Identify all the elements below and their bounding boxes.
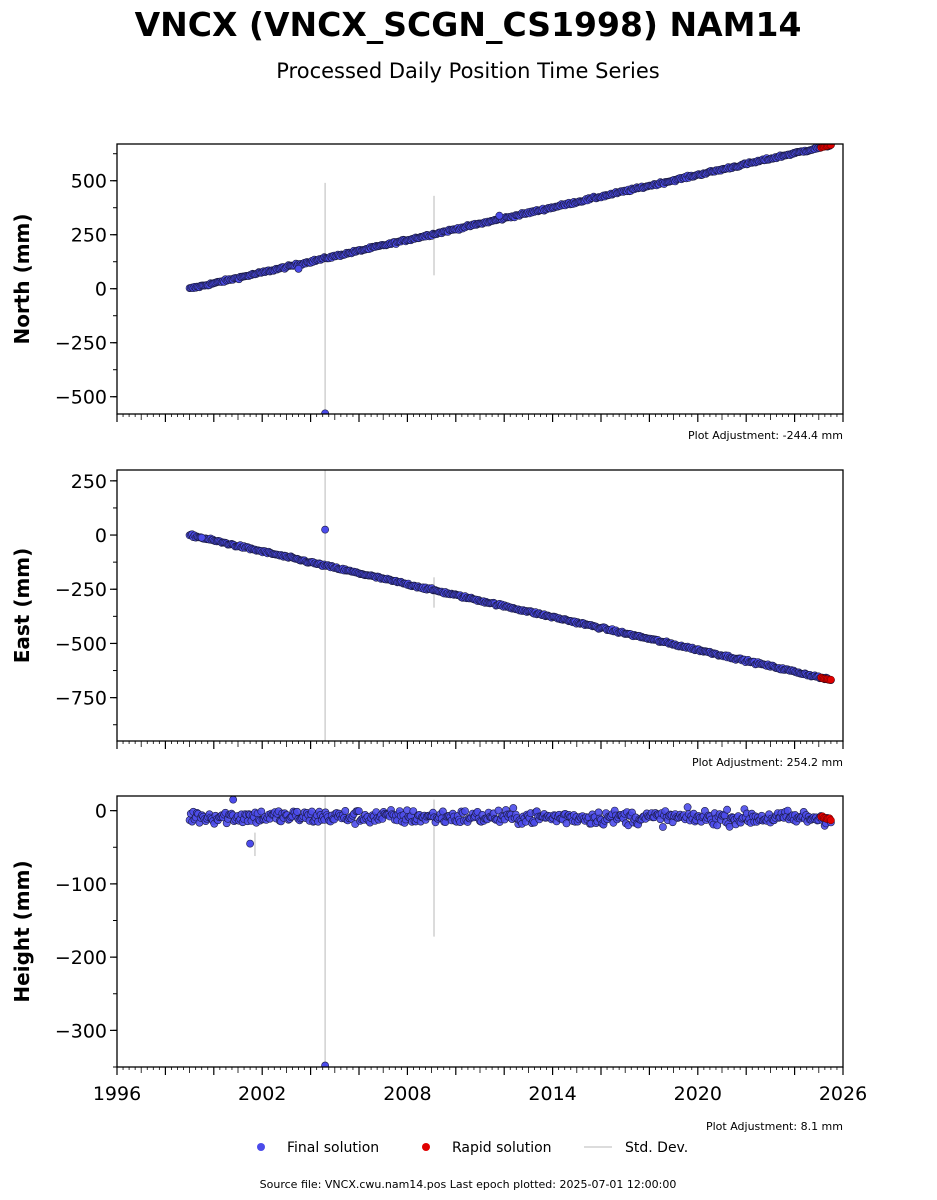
x-tick-label: 2020: [674, 1083, 722, 1105]
y-tick-label: 250: [71, 225, 107, 247]
x-tick-label: 2008: [383, 1083, 431, 1105]
rapid-point: [827, 816, 835, 825]
outlier-point: [294, 264, 303, 273]
final-point: [409, 807, 418, 815]
axes-frame: [116, 795, 844, 1068]
y-tick-label: 0: [95, 279, 107, 301]
final-point: [293, 807, 301, 816]
plot-area: [185, 144, 835, 414]
footer-source: Source file: VNCX.cwu.nam14.pos Last epo…: [260, 1178, 677, 1191]
outlier-point: [321, 525, 330, 534]
rapid-point: [827, 675, 835, 684]
y-tick-label: 250: [71, 471, 107, 493]
rapid-point: [827, 144, 835, 149]
panel-2: 250 0 −250 −500 −750 East (mm) Plot Adjustment…: [10, 469, 844, 769]
y-tick-label: −500: [55, 387, 107, 409]
legend-rapid-label: Rapid solution: [452, 1140, 552, 1156]
final-point: [257, 807, 266, 816]
outlier-point: [229, 796, 238, 804]
x-tick-label: 2014: [528, 1083, 576, 1105]
figure-subtitle: Processed Daily Position Time Series: [276, 59, 660, 83]
legend-rapid-marker: [422, 1143, 430, 1151]
final-point: [341, 807, 350, 815]
plot-area: [185, 796, 835, 1067]
outlier-point: [495, 211, 504, 220]
legend-final-label: Final solution: [287, 1140, 379, 1156]
final-point: [683, 803, 692, 812]
final-point: [723, 805, 731, 814]
y-tick-label: 0: [95, 525, 107, 547]
y-tick-label: −500: [55, 633, 107, 655]
y-axis-label: North (mm): [10, 213, 34, 344]
y-tick-label: −100: [55, 874, 107, 896]
final-point: [509, 804, 518, 812]
plot-adjustment: Plot Adjustment: -244.4 mm: [688, 429, 843, 442]
x-tick-label: 1996: [93, 1083, 141, 1105]
x-tick-label: 2026: [819, 1083, 867, 1105]
y-tick-label: −300: [55, 1020, 107, 1042]
y-tick-label: 0: [95, 801, 107, 823]
y-axis-label: East (mm): [10, 548, 34, 664]
final-point: [713, 821, 722, 830]
legend: Final solution Rapid solution Std. Dev.: [257, 1140, 688, 1156]
axes-frame: [116, 469, 844, 742]
plot-area: [185, 470, 835, 741]
y-tick-label: 500: [71, 171, 107, 193]
y-tick-label: −250: [55, 333, 107, 355]
outlier-point: [321, 1061, 330, 1067]
y-tick-label: −750: [55, 688, 107, 710]
outlier-point: [246, 839, 254, 848]
y-axis-label: Height (mm): [10, 860, 34, 1002]
legend-std-label: Std. Dev.: [625, 1140, 688, 1156]
panels: 500 250 0 −250 −500 North (mm) Plot Adjustment…: [10, 143, 867, 1133]
plot-adjustment: Plot Adjustment: 254.2 mm: [692, 756, 843, 769]
final-point: [659, 823, 667, 831]
panel-1: 500 250 0 −250 −500 North (mm) Plot Adjustment…: [10, 143, 844, 442]
figure-title: VNCX (VNCX_SCGN_CS1998) NAM14: [135, 5, 802, 44]
y-tick-label: −200: [55, 947, 107, 969]
x-tick-label: 2002: [238, 1083, 286, 1105]
plot-adjustment: Plot Adjustment: 8.1 mm: [706, 1120, 843, 1133]
legend-final-marker: [257, 1143, 265, 1151]
final-point: [354, 807, 363, 815]
y-tick-label: −250: [55, 579, 107, 601]
panel-3: 0 −100 −200 −300 1996 2002 2008 2014 2020 2026 Hei…: [10, 795, 867, 1133]
outlier-point: [197, 533, 206, 542]
final-point: [461, 807, 469, 815]
